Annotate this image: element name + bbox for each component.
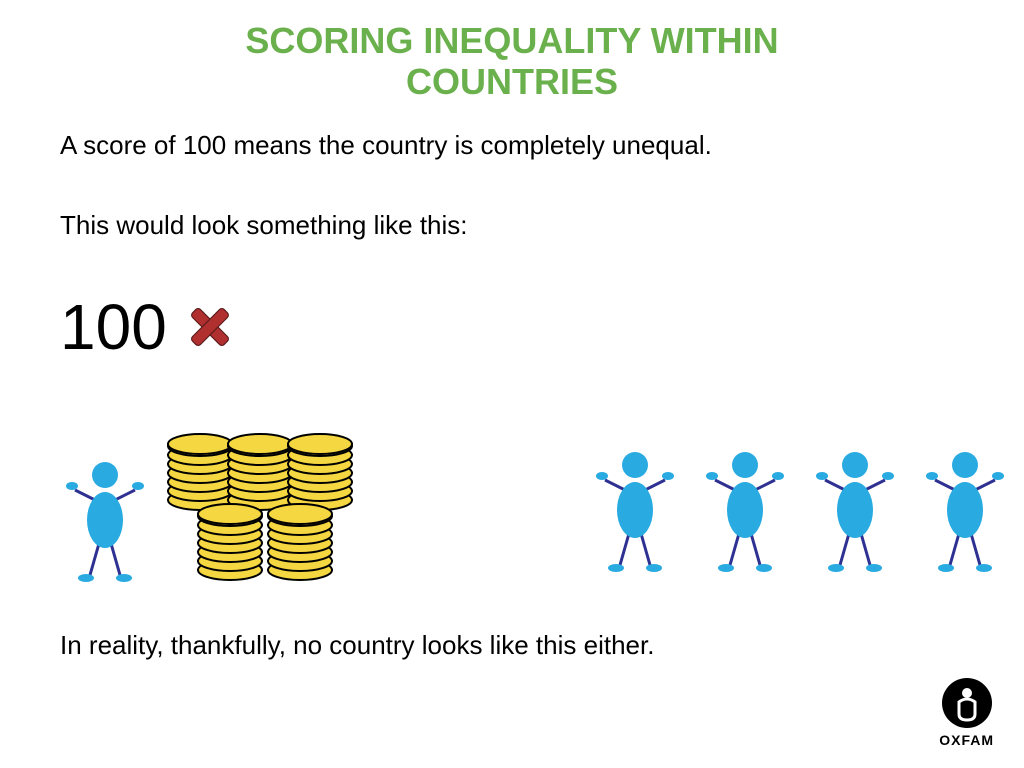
person-icon: [590, 440, 680, 580]
paragraph-3: In reality, thankfully, no country looks…: [60, 630, 654, 661]
score-row: 100: [0, 290, 238, 364]
slide-title: SCORING INEQUALITY WITHIN COUNTRIES: [0, 0, 1024, 103]
person-icon: [920, 440, 1010, 580]
person-icon: [700, 440, 790, 580]
paragraph-2: This would look something like this:: [0, 210, 468, 241]
x-mark-icon: [182, 299, 238, 355]
oxfam-logo-text: OXFAM: [939, 732, 994, 748]
title-line2: COUNTRIES: [406, 61, 618, 102]
score-value: 100: [60, 290, 167, 364]
illustration-row: [0, 420, 1024, 600]
title-line1: SCORING INEQUALITY WITHIN: [245, 20, 778, 61]
oxfam-logo: OXFAM: [939, 678, 994, 748]
paragraph-1: A score of 100 means the country is comp…: [0, 130, 712, 161]
person-icon: [60, 450, 150, 590]
oxfam-logo-icon: [942, 678, 992, 728]
person-icon: [810, 440, 900, 580]
coins-icon: [150, 420, 370, 590]
